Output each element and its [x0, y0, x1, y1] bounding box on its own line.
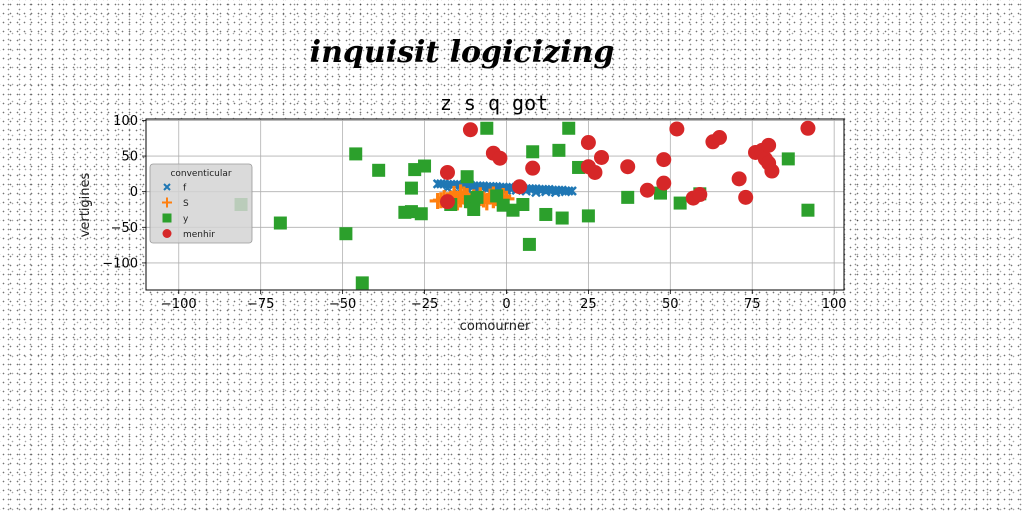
data-marks [234, 120, 816, 290]
y-tick-label: 50 [121, 150, 138, 165]
data-point [587, 164, 603, 180]
data-point [531, 187, 541, 198]
axis-ticks: −100 −75 −50 −25 0 25 50 75 100 −100 −50 0 50 100 [102, 114, 846, 312]
chart-title: z s q got [440, 91, 548, 115]
legend-marker-menhir [162, 229, 172, 238]
chart-supertitle: inquisit logicizing [310, 35, 615, 70]
data-point [418, 159, 432, 173]
x-tick-label: −25 [411, 297, 438, 312]
x-tick-label: 75 [744, 297, 761, 312]
data-point [506, 203, 520, 217]
data-point [539, 207, 553, 221]
legend-label-S: S [183, 199, 189, 209]
data-point [516, 198, 530, 211]
legend-marker-y [162, 213, 172, 223]
data-point [439, 194, 455, 210]
data-point [594, 149, 610, 165]
data-point [620, 159, 636, 175]
x-tick-label: −100 [161, 297, 197, 312]
data-point [439, 164, 455, 180]
legend-box [149, 163, 253, 244]
legend: conventicular fSy menhir [149, 163, 253, 244]
legend-label-menhir: menhir [183, 230, 215, 240]
data-point [639, 182, 655, 198]
data-point [761, 137, 777, 153]
data-point [404, 205, 418, 219]
data-point [480, 121, 494, 135]
x-tick-label: −75 [247, 297, 274, 312]
data-point [711, 130, 727, 146]
data-point [355, 276, 369, 290]
data-point [372, 163, 386, 177]
data-point [738, 189, 754, 205]
data-point [673, 196, 687, 210]
data-point [580, 135, 596, 151]
legend-label-f: f [183, 184, 187, 194]
x-axis-label: comourner [460, 319, 531, 334]
data-point [452, 184, 469, 201]
data-point [522, 237, 536, 251]
data-point [349, 147, 363, 161]
legend-marker-S [162, 197, 172, 208]
data-point [552, 143, 566, 157]
data-point [801, 203, 815, 217]
legend-marker-f [163, 183, 171, 191]
y-tick-label: −50 [111, 221, 138, 236]
x-tick-label: 0 [502, 297, 510, 312]
data-point [462, 122, 478, 138]
data-point [550, 187, 561, 198]
data-point [414, 207, 428, 221]
data-point [273, 216, 287, 230]
data-point [800, 120, 816, 136]
data-point [560, 186, 571, 197]
data-point [540, 186, 551, 197]
y-tick-label: −100 [102, 256, 138, 271]
data-point [496, 198, 510, 212]
data-point [581, 209, 595, 223]
data-point [339, 227, 353, 241]
data-point [408, 163, 422, 177]
data-point [656, 175, 672, 191]
data-point [470, 190, 484, 204]
series-menhir [439, 120, 816, 210]
x-tick-label: 25 [580, 297, 597, 312]
legend-label-y: y [183, 215, 189, 225]
data-point [492, 150, 508, 166]
data-point [512, 179, 528, 195]
y-tick-label: 100 [113, 114, 138, 129]
data-point [467, 202, 481, 216]
data-point [781, 152, 795, 166]
y-axis-label: vertigines [78, 172, 93, 237]
data-point [460, 170, 474, 184]
data-point [621, 190, 635, 204]
legend-title: conventicular [170, 169, 231, 179]
data-point [525, 160, 541, 176]
data-point [764, 163, 780, 179]
x-tick-label: 100 [822, 297, 847, 312]
plot-frame [145, 118, 845, 291]
data-point [656, 152, 672, 168]
data-point [562, 121, 576, 135]
data-point [526, 145, 540, 159]
x-tick-label: −50 [329, 297, 356, 312]
x-tick-label: 50 [662, 297, 679, 312]
series-y [234, 121, 815, 290]
data-point [669, 121, 685, 137]
data-point [692, 187, 708, 203]
data-point [555, 211, 569, 225]
data-point [731, 171, 747, 187]
y-tick-label: 0 [130, 185, 138, 200]
data-point [404, 181, 418, 195]
